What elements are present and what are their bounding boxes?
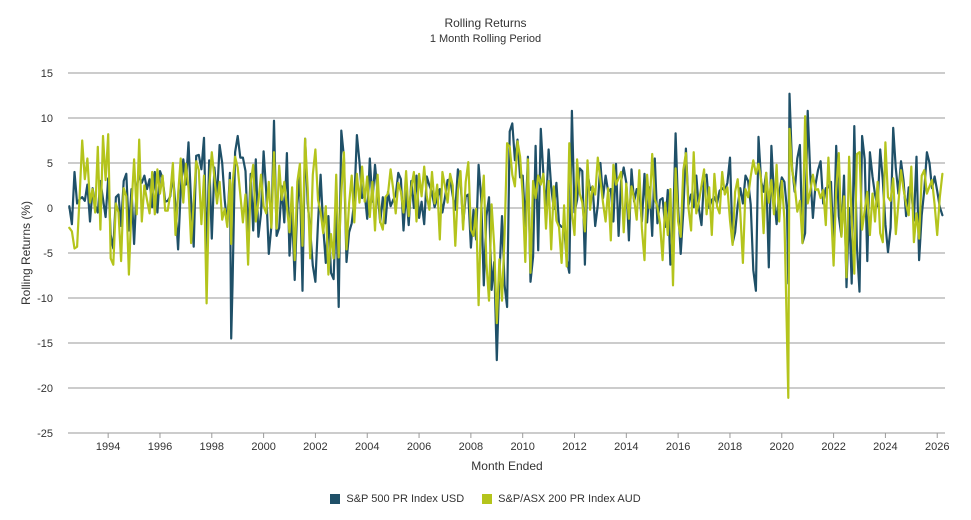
series-lines [68,92,944,399]
chart-subtitle: 1 Month Rolling Period [429,33,542,45]
y-axis: 15 10 5 0 -5 -10 -15 -20 -25 [37,68,53,440]
x-axis-title: Month Ended [471,459,542,473]
y-tick-label: 15 [41,68,53,80]
x-tick-label: 2014 [614,441,638,453]
x-tick-label: 2020 [770,441,794,453]
x-tick-label: 2022 [821,441,845,453]
x-tick-label: 1996 [148,441,172,453]
legend-swatch-sp500 [330,494,341,504]
x-tick-label: 2010 [510,441,534,453]
legend-swatch-asx200 [482,494,493,504]
y-tick-label: -15 [37,338,53,350]
x-tick-label: 2016 [666,441,690,453]
legend-label-sp500: S&P 500 PR Index USD [346,493,465,505]
x-tick-label: 2018 [718,441,742,453]
legend-label-asx200: S&P/ASX 200 PR Index AUD [498,493,641,505]
y-tick-label: -10 [37,293,53,305]
x-axis: 1994 1996 1998 2000 2002 2004 2006 2008 2010 2012… [68,432,949,453]
chart-title: Rolling Returns [444,16,527,30]
y-axis-title: Rolling Returns (%) [19,201,33,305]
y-tick-label: -20 [37,383,53,395]
legend-item-sp500[interactable]: S&P 500 PR Index USD [330,493,464,505]
y-tick-label: 0 [47,203,53,215]
y-tick-label: 10 [41,113,53,125]
x-tick-label: 2024 [873,441,897,453]
x-tick-label: 2002 [303,441,327,453]
x-tick-label: 2026 [925,441,949,453]
series-line-asx200 [68,115,944,399]
y-tick-label: -25 [37,428,53,440]
y-tick-label: -5 [43,248,53,260]
x-tick-label: 2012 [562,441,586,453]
x-tick-label: 2000 [251,441,275,453]
legend-item-asx200[interactable]: S&P/ASX 200 PR Index AUD [482,493,641,505]
legend: S&P 500 PR Index USD S&P/ASX 200 PR Inde… [0,493,971,505]
x-tick-label: 1998 [200,441,224,453]
x-tick-label: 2008 [459,441,483,453]
gridlines [68,72,945,434]
y-tick-label: 5 [47,158,53,170]
x-tick-label: 1994 [96,441,120,453]
x-tick-label: 2004 [355,441,379,453]
x-tick-label: 2006 [407,441,431,453]
